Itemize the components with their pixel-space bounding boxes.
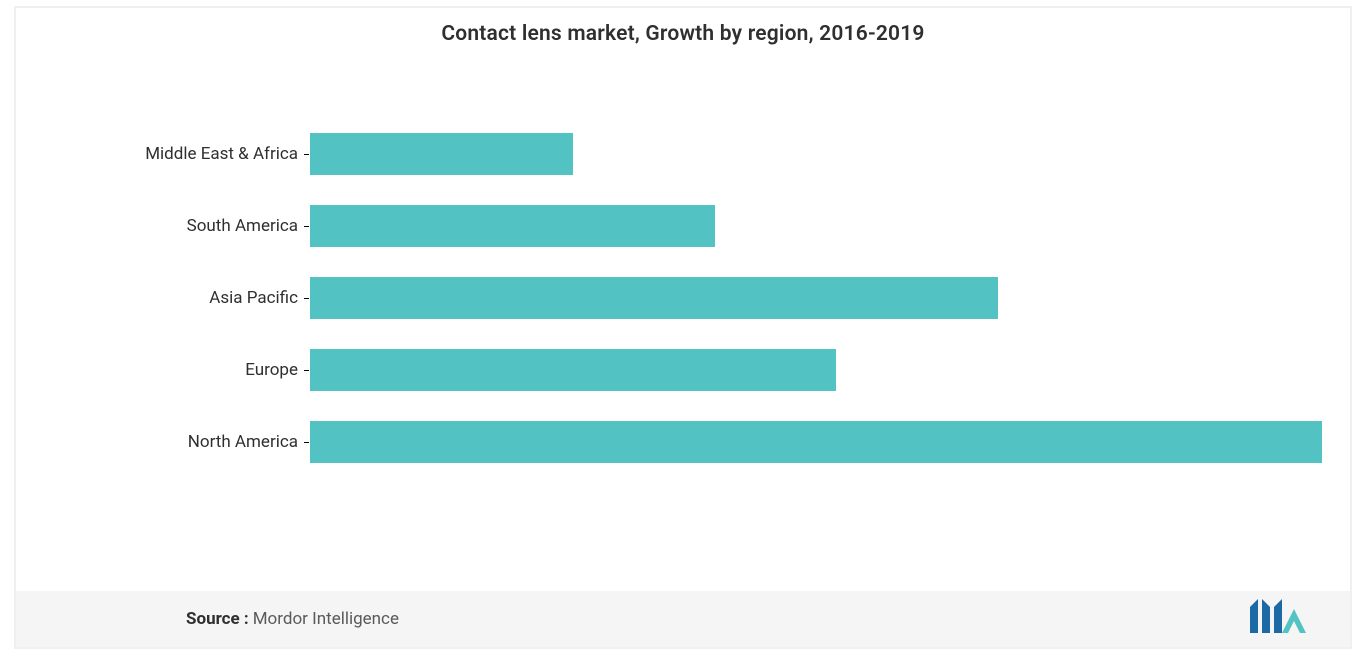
bar-track (310, 118, 1322, 190)
footer-bar: Source : Mordor Intelligence (16, 591, 1350, 647)
axis-tick (302, 442, 310, 443)
mordor-logo-icon (1248, 597, 1312, 637)
bar-row: Europe (102, 334, 1322, 406)
bar-row: North America (102, 406, 1322, 478)
category-label: North America (102, 432, 302, 452)
bar-south-america (310, 205, 715, 247)
bar-row: South America (102, 190, 1322, 262)
bar-track (310, 406, 1322, 478)
plot-area: Middle East & Africa South America Asia … (102, 118, 1322, 478)
source-name: Mordor Intelligence (253, 609, 399, 629)
category-label: Middle East & Africa (102, 144, 302, 164)
bar-asia-pacific (310, 277, 998, 319)
bar-row: Asia Pacific (102, 262, 1322, 334)
bar-middle-east-africa (310, 133, 573, 175)
bar-track (310, 334, 1322, 406)
axis-tick (302, 298, 310, 299)
bar-row: Middle East & Africa (102, 118, 1322, 190)
chart-frame: Contact lens market, Growth by region, 2… (14, 6, 1352, 649)
bar-north-america (310, 421, 1322, 463)
bar-europe (310, 349, 836, 391)
category-label: Asia Pacific (102, 288, 302, 308)
axis-tick (302, 370, 310, 371)
source-label: Source : (186, 609, 249, 629)
bar-track (310, 190, 1322, 262)
chart-title: Contact lens market, Growth by region, 2… (16, 8, 1350, 46)
axis-tick (302, 226, 310, 227)
axis-tick (302, 154, 310, 155)
bar-track (310, 262, 1322, 334)
category-label: South America (102, 216, 302, 236)
category-label: Europe (102, 360, 302, 380)
